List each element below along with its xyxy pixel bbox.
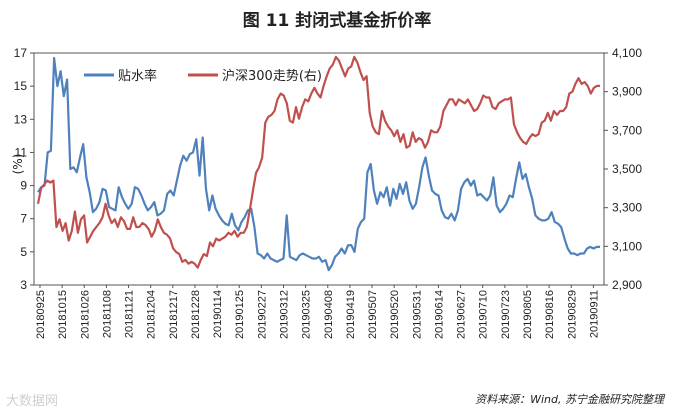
left-tick-label: 5 [20,245,27,259]
x-tick-label: 20181217 [168,290,180,339]
x-tick-label: 20190816 [544,290,556,339]
x-tick-label: 20190710 [478,290,490,339]
right-axis: 2,900 3,100 3,300 3,500 3,700 3,900 4,100 [604,46,642,292]
left-tick-label: 7 [20,212,27,226]
left-axis: 3 5 7 9 11 13 15 17 [14,46,34,292]
x-tick-label: 20190125 [234,290,246,339]
legend: 贴水率 沪深300走势(右) [84,68,322,84]
x-tick-label: 20190408 [323,290,335,339]
left-tick-label: 9 [20,179,27,193]
x-tick-label: 20190829 [566,290,578,339]
x-tick-label: 20181108 [101,290,113,338]
x-tick-label: 20181026 [79,290,91,339]
x-tick-label: 20180925 [35,290,47,339]
x-tick-label: 20190531 [411,290,423,339]
right-tick-label: 3,700 [612,123,642,137]
right-tick-label: 2,900 [612,278,642,292]
x-tick-label: 20181121 [124,290,136,338]
left-tick-label: 15 [14,79,28,93]
legend-label-csi300: 沪深300走势(右) [222,68,322,84]
x-tick-label: 20190627 [456,290,468,339]
x-axis: 20180925 20181015 20181026 20181108 20181121… [35,285,600,339]
right-tick-label: 3,300 [612,201,642,215]
x-tick-label: 20190520 [389,290,401,339]
left-tick-label: 17 [14,46,28,60]
x-tick-label: 20190614 [433,290,445,339]
x-tick-label: 20190325 [301,290,313,339]
x-tick-label: 20190419 [345,290,357,339]
right-tick-label: 3,900 [612,85,642,99]
x-tick-label: 20181204 [146,290,158,339]
x-tick-label: 20181015 [57,290,69,339]
legend-label-discount: 贴水率 [118,68,157,84]
x-tick-label: 20190507 [367,290,379,339]
series-line-discount [37,56,600,272]
x-tick-label: 20181228 [190,290,202,339]
left-tick-label: 3 [20,278,27,292]
right-tick-label: 3,100 [612,239,642,253]
watermark: 大数据网 [6,394,59,409]
left-tick-label: 13 [14,112,28,126]
source-note: 资料来源：Wind, 苏宁金融研究院整理 [475,393,664,406]
series-lines [36,55,600,272]
x-tick-label: 20190114 [212,290,224,338]
left-tick-label: 11 [15,145,28,159]
x-tick-label: 20190805 [522,290,534,339]
chart-title: 图 11 封闭式基金折价率 [242,11,432,31]
x-tick-label: 20190911 [588,290,600,338]
right-tick-label: 3,500 [612,162,642,176]
x-tick-label: 20190723 [500,290,512,339]
series-line-csi300 [36,55,600,269]
right-tick-label: 4,100 [612,46,642,60]
x-tick-label: 20190312 [278,290,290,339]
x-tick-label: 20190227 [256,290,268,339]
left-axis-label: (%) [11,154,25,175]
